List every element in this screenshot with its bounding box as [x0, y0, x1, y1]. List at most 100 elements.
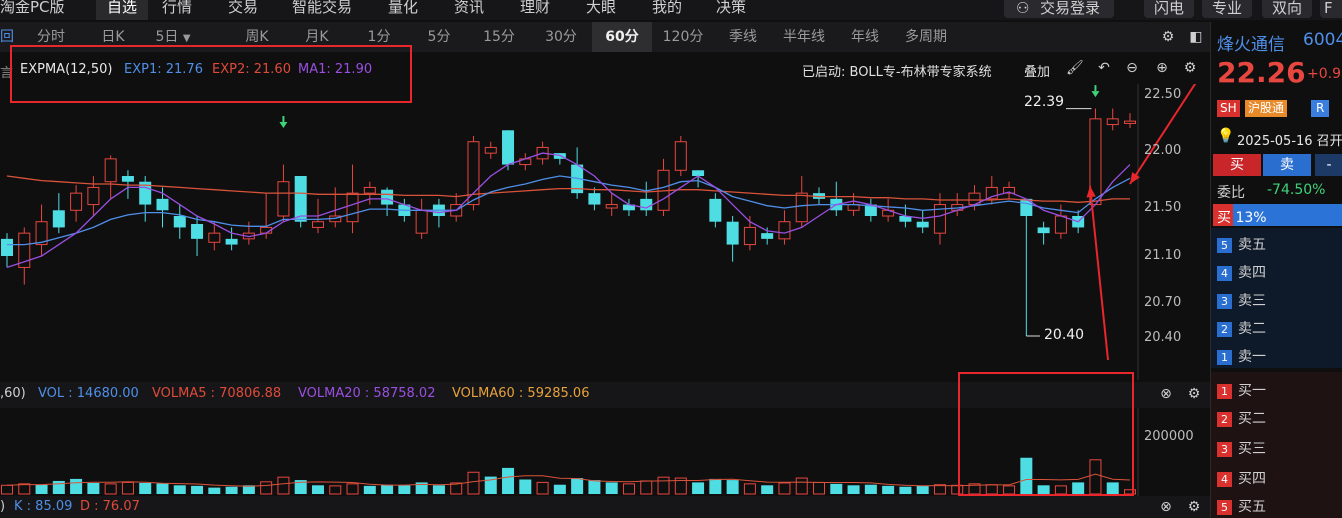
nav-smart-trade[interactable]: 智能交易 [292, 0, 353, 16]
level-label: 卖二 [1238, 321, 1266, 337]
nav-market[interactable]: 行情 [162, 0, 193, 16]
volume-bar-down [311, 485, 324, 494]
period-left-stub[interactable]: 回 [0, 29, 14, 45]
dual-button[interactable]: 双向 [1262, 0, 1312, 18]
level-num: 1 [1217, 384, 1232, 399]
extra-button[interactable]: F [1320, 0, 1342, 18]
buy-row[interactable]: 3 买三 [1217, 438, 1266, 458]
zoom-out-icon[interactable]: ⊖ [1126, 60, 1138, 76]
close-icon[interactable]: ⊗ [1160, 386, 1172, 402]
sell-row[interactable]: 3 卖三 [1217, 290, 1266, 310]
period-tab[interactable]: 5分 [427, 29, 451, 45]
undo-icon[interactable]: ↶ [1098, 60, 1110, 76]
candle-body-up [104, 158, 117, 183]
volume-bar-down [173, 485, 186, 494]
period-tab[interactable]: 30分 [545, 29, 577, 45]
period-tab[interactable]: 周K [245, 29, 269, 45]
price-tick: 22.50 [1144, 87, 1182, 102]
period-tab[interactable]: 多周期 [905, 29, 947, 45]
period-tab[interactable]: 1分 [367, 29, 391, 45]
kdj-close-icon[interactable]: ⊗ [1160, 499, 1172, 515]
top-nav-bar: 淘金PC版 自选 行情 交易 智能交易 量化 资讯 理财 大眼 我的 决策 ⚇ … [0, 0, 1342, 20]
login-button[interactable]: ⚇ 交易登录 [1004, 0, 1114, 18]
volume-bar-up [450, 482, 463, 495]
nav-trade[interactable]: 交易 [228, 0, 259, 16]
buy-button[interactable]: 买 [1213, 154, 1261, 176]
event-note[interactable]: 2025-05-16 召开 [1237, 134, 1342, 149]
draw-brush-icon[interactable]: 🖌 [1066, 60, 1084, 76]
period-tab[interactable]: 半年线 [783, 29, 825, 45]
user-icon: ⚇ [1016, 0, 1030, 17]
nav-brand[interactable]: 淘金PC版 [0, 0, 65, 16]
volume-settings-icon[interactable]: ⚙ [1187, 386, 1201, 402]
level-label: 买四 [1238, 471, 1266, 487]
volume-bar-up [329, 485, 342, 495]
period-tab[interactable]: 季线 [729, 29, 757, 45]
nav-finance[interactable]: 理财 [520, 0, 551, 16]
more-button[interactable]: - [1315, 154, 1342, 176]
period-tab-active[interactable]: 60分 [592, 22, 652, 52]
badge-hgt: 沪股通 [1245, 100, 1288, 117]
buy-ratio-label: 买 13% [1217, 210, 1267, 226]
indicator-name[interactable]: EXPMA(12,50) [20, 62, 113, 77]
indicator-settings-icon[interactable]: ⚙ [1183, 60, 1197, 76]
buy-row[interactable]: 1 买一 [1217, 380, 1266, 400]
level-num: 3 [1217, 442, 1232, 457]
candle-body-down [294, 176, 307, 222]
sell-row[interactable]: 1 卖一 [1217, 346, 1266, 366]
level-label: 买五 [1238, 499, 1266, 515]
layout-icon[interactable]: ◧ [1189, 29, 1203, 45]
weibi-label: 委比 [1217, 185, 1245, 201]
volume-bars [1, 457, 1136, 495]
volume-bar-down [588, 480, 601, 494]
period-tab[interactable]: 月K [305, 29, 329, 45]
volume-bar-up [260, 481, 273, 495]
sell-row[interactable]: 2 卖二 [1217, 318, 1266, 338]
candle-body-up [35, 221, 48, 246]
period-tab[interactable]: 5日 ▼ [144, 22, 202, 52]
sell-row[interactable]: 4 卖四 [1217, 262, 1266, 282]
zoom-in-icon[interactable]: ⊕ [1156, 60, 1168, 76]
settings-icon[interactable]: ⚙ [1161, 29, 1175, 45]
kline-chart[interactable] [0, 84, 1210, 518]
nav-watchlist[interactable]: 自选 [96, 0, 148, 20]
volume-bar-down [916, 485, 929, 494]
period-tab[interactable]: 日K [101, 29, 125, 45]
volume-bar-down [381, 484, 394, 494]
candle-body-down [1, 238, 13, 256]
nav-mine[interactable]: 我的 [652, 0, 683, 16]
candle-body-up [70, 192, 83, 211]
nav-bigeye[interactable]: 大眼 [586, 0, 617, 16]
nav-decision[interactable]: 决策 [716, 0, 747, 16]
buy-row[interactable]: 2 买二 [1217, 408, 1266, 428]
volume-bar-down [1037, 485, 1050, 494]
highlight-box-indicator [10, 45, 412, 103]
period-tab[interactable]: 年线 [851, 29, 879, 45]
sell-row[interactable]: 5 卖五 [1217, 234, 1266, 254]
nav-news[interactable]: 资讯 [454, 0, 485, 16]
nav-quant[interactable]: 量化 [388, 0, 419, 16]
volume-bar-down [830, 483, 843, 494]
expert-system-status[interactable]: 已启动: BOLL专-布林带专家系统 [802, 65, 992, 80]
buy-row[interactable]: 4 买四 [1217, 468, 1266, 488]
period-tab[interactable]: 120分 [662, 29, 704, 45]
ma1-value: MA1: 21.90 [298, 62, 373, 77]
sell-button[interactable]: 卖 [1263, 154, 1311, 176]
flash-button[interactable]: 闪电 [1144, 0, 1194, 18]
volume-bar-down [882, 485, 895, 494]
volma5-line [6, 473, 1131, 487]
signal-arrow-icon [1091, 91, 1100, 98]
kdj-settings-icon[interactable]: ⚙ [1187, 499, 1201, 515]
stock-name[interactable]: 烽火通信 [1217, 35, 1285, 55]
period-tab[interactable]: 分时 [37, 29, 65, 45]
pro-button[interactable]: 专业 [1202, 0, 1252, 18]
candle-body-down [52, 210, 65, 228]
period-tab[interactable]: 15分 [483, 29, 515, 45]
level-label: 卖三 [1238, 293, 1266, 309]
overlay-button[interactable]: 叠加 [1024, 65, 1051, 80]
volume-bar-down [432, 485, 445, 494]
ratio-bar: 买 13% [1213, 204, 1342, 226]
buy-row[interactable]: 5 买五 [1217, 496, 1266, 516]
volume-header-bg [0, 382, 1210, 408]
sell-orders: 5 卖五 4 卖四 3 卖三 2 卖二 1 卖一 [1211, 228, 1342, 368]
